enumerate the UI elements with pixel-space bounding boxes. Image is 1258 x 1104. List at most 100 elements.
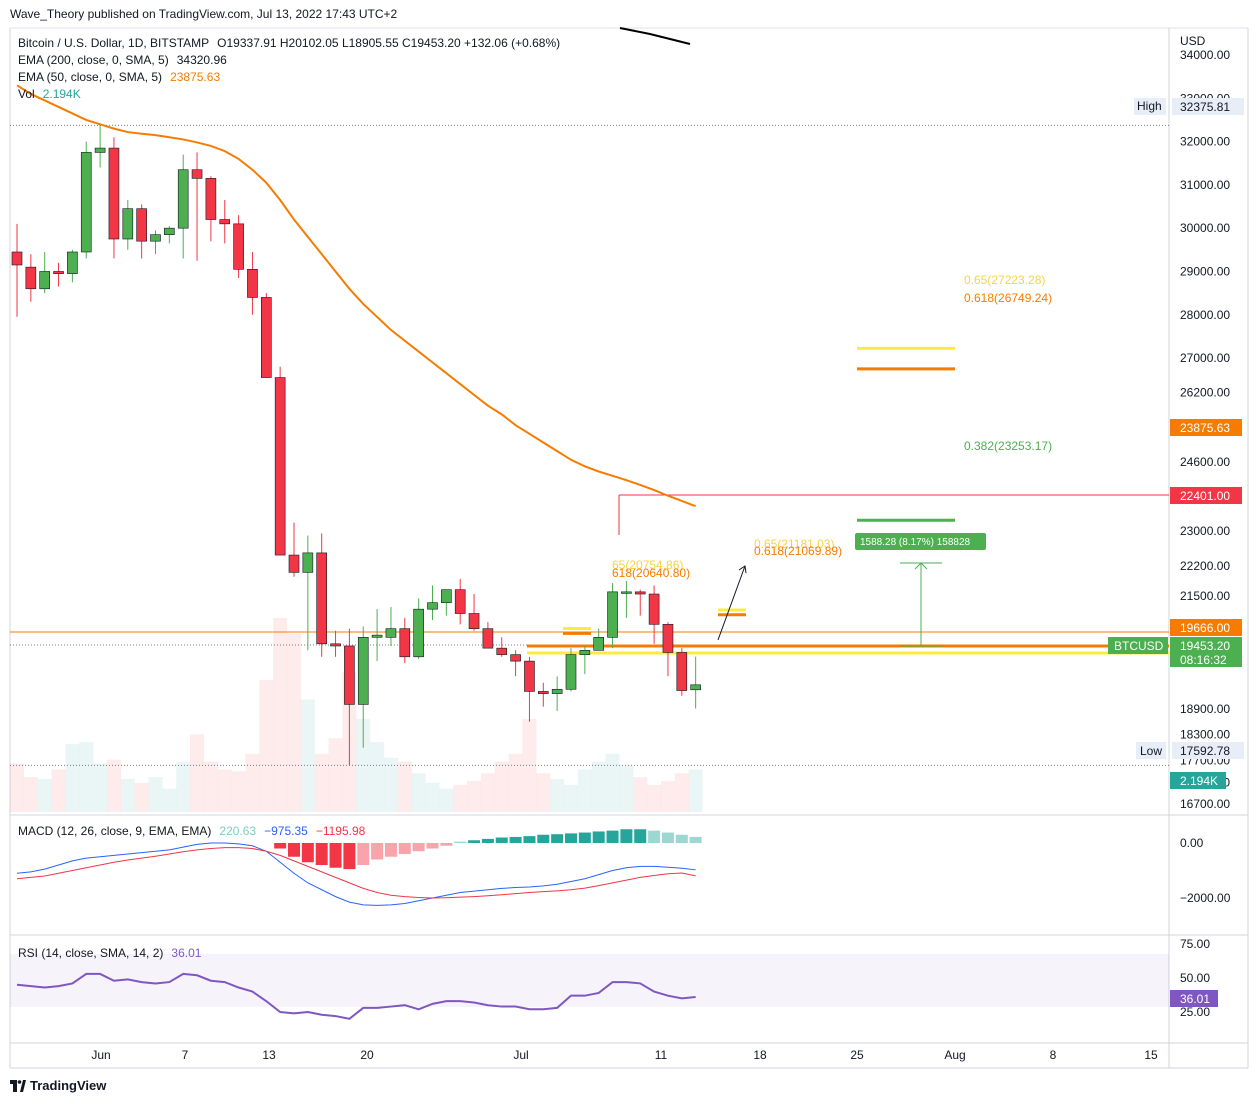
ema50-badge: [1170, 419, 1242, 436]
price-tick: 32000.00: [1180, 135, 1230, 149]
candle-body: [496, 647, 508, 655]
candle-body: [551, 688, 563, 694]
rsi-tick: 50.00: [1180, 971, 1210, 985]
macd-histogram-bar: [648, 830, 661, 843]
macd-histogram-bar: [288, 843, 300, 857]
rsi-legend: RSI (14, close, SMA, 14, 2) 36.01: [18, 946, 202, 960]
ema50-line: [16, 84, 697, 508]
volume-bar: [65, 744, 80, 812]
high-label: High: [1137, 99, 1162, 113]
candle-body: [316, 552, 328, 645]
candle-body: [427, 602, 438, 610]
volume-bar: [287, 633, 301, 812]
candle-body: [565, 654, 577, 690]
macd-histogram-bar: [675, 834, 688, 843]
measure-badge[interactable]: [855, 533, 986, 550]
tradingview-logo-icon: [10, 1079, 26, 1092]
price-badge: [1170, 637, 1242, 667]
time-tick: 8: [1050, 1048, 1057, 1062]
rsi-band: [10, 954, 1169, 1007]
volume-bar: [245, 753, 260, 812]
volume-bar: [397, 761, 412, 812]
macd-histogram-bar: [357, 843, 370, 865]
volume-bar: [619, 765, 634, 812]
volume-bar: [148, 777, 163, 812]
footer-brand[interactable]: TradingView: [10, 1078, 106, 1093]
volume-bar: [37, 779, 52, 812]
currency-label[interactable]: USD: [1180, 34, 1206, 48]
price-tick: 21500.00: [1180, 589, 1230, 603]
macd-histogram-bar: [315, 843, 328, 865]
macd-histogram-bar: [551, 834, 564, 843]
macd-histogram-bar: [343, 843, 356, 870]
ema50-value: 23875.63: [1180, 421, 1230, 435]
legend-volume: Vol 2.194K: [18, 87, 81, 101]
volume-bar: [577, 769, 592, 812]
time-tick: 20: [360, 1048, 374, 1062]
volume-bar: [93, 763, 108, 812]
price-tick: 22200.00: [1180, 559, 1230, 573]
rsi-line: [16, 972, 696, 1020]
price-tick: 18900.00: [1180, 702, 1230, 716]
countdown-value: 08:16:32: [1180, 653, 1227, 667]
volume-bar: [23, 777, 38, 812]
price-tick: 29000.00: [1180, 264, 1230, 278]
measure-label: 1588.28 (8.17%) 158828: [860, 537, 971, 548]
candle-body: [302, 552, 314, 573]
price-tick: 26200.00: [1180, 386, 1230, 400]
price-tick: 24600.00: [1180, 455, 1230, 469]
ema-lines: [16, 27, 697, 508]
measure-arrowhead: [914, 562, 928, 570]
volume-bar: [411, 773, 426, 812]
ema200-line: [619, 27, 691, 45]
candle-body: [579, 650, 591, 655]
candle-body: [11, 251, 23, 266]
candle-body: [330, 643, 341, 647]
time-tick: Jun: [91, 1048, 110, 1062]
macd-histogram-bar: [301, 843, 314, 863]
rsi-pane: [16, 972, 696, 1020]
candle-body: [205, 178, 217, 220]
time-tick: 13: [262, 1048, 276, 1062]
low-value: 17592.78: [1180, 744, 1230, 758]
level-19666-value: 19666.00: [1180, 621, 1230, 635]
signal-line: [16, 847, 696, 899]
candle-body: [524, 660, 535, 692]
macd-legend: MACD (12, 26, close, 9, EMA, EMA) 220.63−…: [18, 824, 366, 838]
level-19666-badge: [1170, 619, 1242, 636]
volume-bar: [51, 769, 66, 812]
low-label: Low: [1140, 744, 1162, 758]
volume-bar: [190, 734, 205, 812]
candle-body: [648, 593, 660, 625]
high-value: 32375.81: [1180, 100, 1230, 114]
fib-label-0618-low: 618(20640.80): [612, 566, 690, 580]
time-tick: 11: [655, 1048, 668, 1062]
volume-bar: [536, 773, 551, 812]
volume-bar: [300, 699, 315, 812]
rsi-tick: 75.00: [1180, 937, 1210, 951]
projection-arrowhead: [738, 565, 747, 574]
fib-label-065-low: 65(20754.86): [612, 558, 683, 572]
macd-histogram-bar: [578, 832, 591, 843]
fib-label-0618-high: 0.618(26749.24): [964, 291, 1052, 305]
macd-histogram-bar: [384, 843, 397, 857]
volume-bar: [356, 718, 371, 812]
projection-arrow: [717, 565, 746, 641]
volume-bar: [259, 680, 274, 812]
macd-pane: [16, 829, 702, 906]
macd-histogram-bar: [592, 831, 605, 843]
candle-body: [150, 234, 161, 242]
candle-body: [288, 554, 300, 573]
candle-body: [191, 169, 203, 179]
candle-body: [344, 645, 355, 705]
volume-bar: [633, 777, 648, 812]
macd-histogram-bar: [454, 841, 467, 843]
candle-body: [537, 691, 549, 694]
candle-body: [357, 637, 369, 705]
volume-bar: [439, 788, 454, 812]
volume-bar: [453, 784, 468, 812]
candle-body: [25, 266, 37, 290]
candle-body: [260, 297, 272, 378]
macd-histogram-bar: [412, 843, 425, 852]
